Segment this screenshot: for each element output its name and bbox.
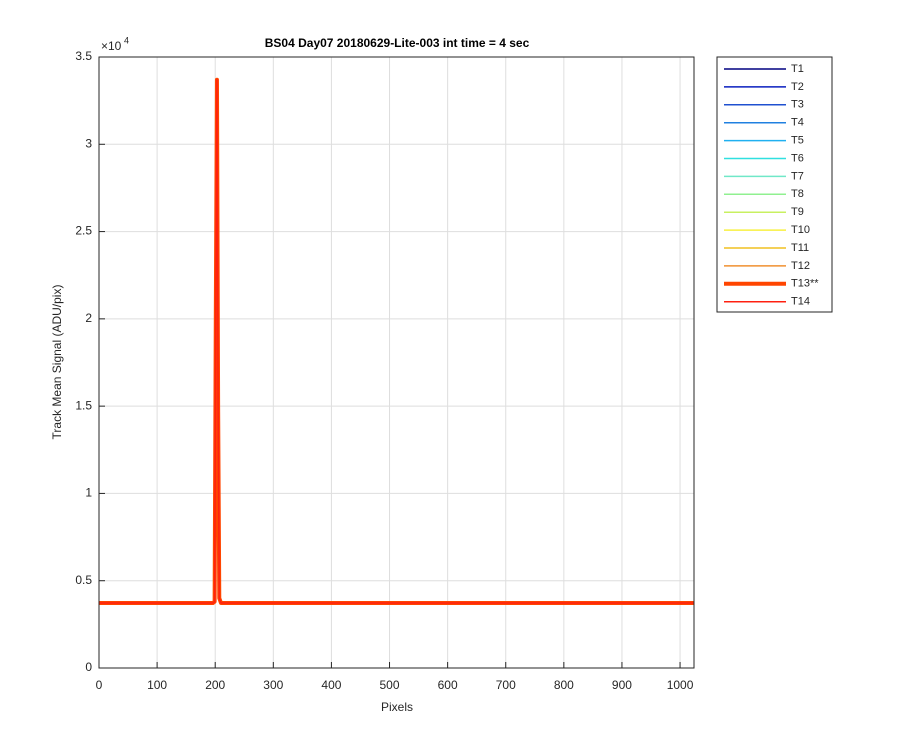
legend-box (716, 56, 833, 313)
y-tick-label: 1.5 (75, 398, 92, 412)
x-tick-label: 0 (96, 678, 103, 692)
y-tick-label: 3.5 (75, 49, 92, 63)
y-axis-label: Track Mean Signal (ADU/pix) (50, 285, 64, 440)
legend-label: T13** (791, 278, 819, 290)
legend-label: T6 (791, 152, 804, 164)
legend-label: T4 (791, 117, 804, 129)
x-tick-label: 500 (380, 678, 400, 692)
plot-area (99, 57, 694, 668)
x-tick-label: 800 (554, 678, 574, 692)
x-axis-label: Pixels (381, 700, 413, 714)
x-tick-label: 100 (147, 678, 167, 692)
x-tick-label: 900 (612, 678, 632, 692)
y-exponent-base: ×10 (101, 39, 122, 53)
legend-label: T2 (791, 81, 804, 93)
y-tick-label: 3 (85, 136, 92, 150)
x-tick-label: 400 (321, 678, 341, 692)
x-tick-label: 700 (496, 678, 516, 692)
chart-title: BS04 Day07 20180629-Lite-003 int time = … (265, 36, 530, 50)
legend-label: T8 (791, 188, 804, 200)
y-tick-label: 1 (85, 486, 92, 500)
y-tick-label: 0.5 (75, 573, 92, 587)
x-tick-label: 200 (205, 678, 225, 692)
axes-box (98, 56, 695, 669)
legend-label: T9 (791, 206, 804, 218)
x-tick-label: 1000 (667, 678, 694, 692)
y-exponent-power: 4 (124, 35, 129, 45)
x-tick-label: 600 (438, 678, 458, 692)
x-tick-label: 300 (263, 678, 283, 692)
series-line (99, 78, 694, 604)
y-tick-label: 0 (85, 660, 92, 674)
y-tick-label: 2 (85, 311, 92, 325)
legend-label: T12 (791, 260, 810, 272)
y-tick-label: 2.5 (75, 224, 92, 238)
legend-label: T10 (791, 224, 810, 236)
legend-label: T7 (791, 170, 804, 182)
legend-label: T11 (791, 242, 809, 254)
legend-label: T14 (791, 296, 810, 308)
legend-label: T5 (791, 135, 804, 147)
legend-label: T1 (791, 63, 804, 75)
legend-label: T3 (791, 99, 804, 111)
